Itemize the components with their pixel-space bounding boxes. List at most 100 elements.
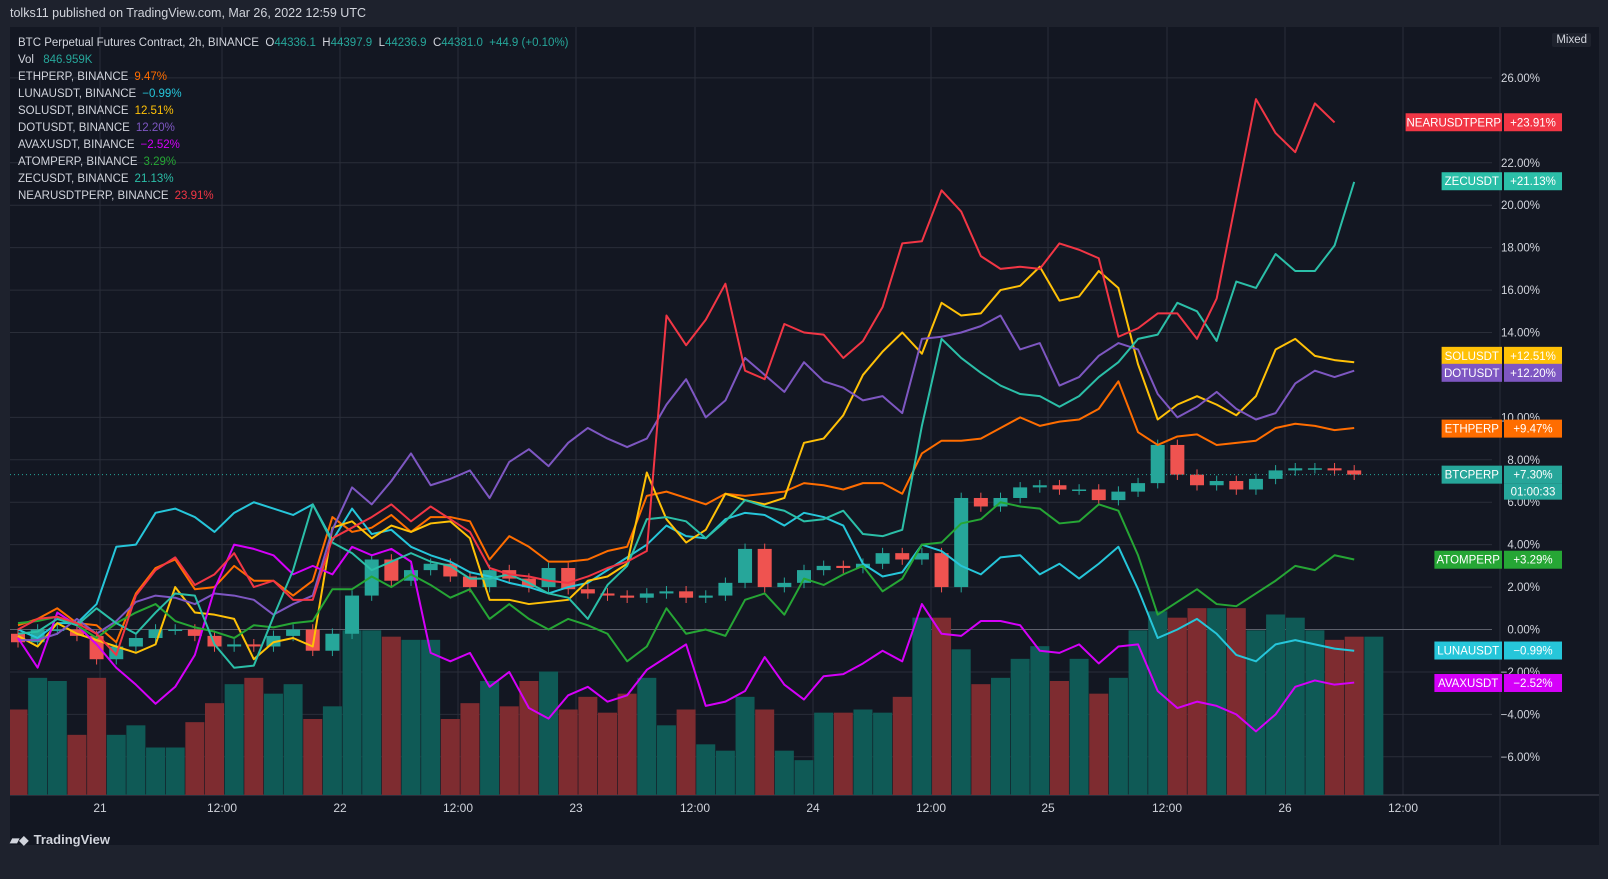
volume-bar bbox=[146, 747, 166, 795]
x-tick-label: 12:00 bbox=[443, 801, 473, 815]
volume-bar bbox=[1364, 636, 1384, 795]
volume-bar bbox=[912, 617, 932, 795]
price-tag-name: SOLUSDT bbox=[1445, 351, 1499, 363]
candle-body bbox=[600, 593, 615, 596]
volume-bar bbox=[814, 712, 834, 795]
legend-value: 21.13% bbox=[134, 173, 174, 185]
candle-body bbox=[954, 497, 969, 588]
price-tag-name-bg bbox=[1434, 673, 1502, 692]
price-tag-value-bg bbox=[1504, 363, 1562, 382]
volume-bar bbox=[519, 681, 539, 795]
volume-bar bbox=[1108, 677, 1128, 795]
candle-body bbox=[620, 595, 635, 598]
volume-row[interactable]: Vol 846.959K bbox=[18, 52, 569, 69]
candle-body bbox=[679, 591, 694, 598]
close-value: 44381.0 bbox=[441, 37, 483, 49]
x-tick-label: 25 bbox=[1041, 801, 1055, 815]
candle-body bbox=[1032, 485, 1047, 488]
y-tick-label: 8.00% bbox=[1507, 455, 1540, 467]
candle-body bbox=[1327, 468, 1342, 471]
volume-bar bbox=[696, 744, 716, 795]
volume-bar bbox=[460, 703, 480, 795]
legend-symbol: NEARUSDTPERP bbox=[18, 190, 112, 202]
series-line-atomperp bbox=[17, 501, 1355, 663]
volume-bar bbox=[539, 671, 559, 795]
candle-body bbox=[384, 559, 399, 581]
legend-row-solusdt[interactable]: SOLUSDT, BINANCE 12.51% bbox=[18, 105, 174, 117]
x-tick-label: 26 bbox=[1278, 801, 1292, 815]
legend-row-ethperp[interactable]: ETHPERP, BINANCE 9.47% bbox=[18, 71, 167, 83]
legend-exchange: BINANCE bbox=[77, 71, 129, 83]
tradingview-footer: ▰◆ TradingView bbox=[10, 832, 110, 847]
candle-body bbox=[1190, 474, 1204, 486]
legend-row-atomperp[interactable]: ATOMPERP, BINANCE 3.29% bbox=[18, 156, 177, 168]
low-value: 44236.9 bbox=[384, 37, 427, 49]
volume-bar bbox=[401, 639, 421, 795]
tradingview-logo-icon: ▰◆ bbox=[10, 833, 29, 847]
legend-row-lunausdt[interactable]: LUNAUSDT, BINANCE −0.99% bbox=[18, 88, 182, 100]
legend-exchange: BINANCE bbox=[85, 88, 137, 100]
legend-row-zecusdt[interactable]: ZECUSDT, BINANCE 21.13% bbox=[18, 173, 174, 185]
candle-body bbox=[541, 567, 556, 588]
legend-symbol: ATOMPERP bbox=[18, 156, 80, 168]
price-tag-name-bg bbox=[1434, 641, 1502, 660]
legend-row-nearusdtperp[interactable]: NEARUSDTPERP, BINANCE 23.91% bbox=[18, 190, 214, 202]
volume-bar bbox=[735, 696, 755, 795]
price-tag-name: ZECUSDT bbox=[1445, 176, 1499, 188]
legend-exchange: BINANCE bbox=[117, 190, 169, 202]
candle-body bbox=[1288, 468, 1303, 471]
volume-bar bbox=[558, 709, 578, 795]
price-tag-value-bg bbox=[1504, 673, 1562, 692]
price-tag-name-bg bbox=[1441, 363, 1502, 382]
volume-bar bbox=[1010, 658, 1030, 795]
price-tag-name: LUNAUSDT bbox=[1437, 646, 1499, 658]
candle-body bbox=[1229, 481, 1244, 490]
volume-bar bbox=[715, 750, 735, 795]
y-tick-label: −6.00% bbox=[1501, 752, 1540, 764]
scale-mode-button[interactable]: Mixed bbox=[1552, 33, 1591, 47]
legend-value: −0.99% bbox=[142, 88, 182, 100]
compare-legend: ETHPERP, BINANCE 9.47% LUNAUSDT, BINANCE −0… bbox=[18, 69, 569, 205]
volume-bar bbox=[362, 630, 382, 795]
series-line-ethperp bbox=[17, 380, 1355, 644]
y-tick-label: 14.00% bbox=[1501, 328, 1540, 340]
volume-bar bbox=[1305, 630, 1325, 795]
high-label: H bbox=[322, 37, 331, 49]
volume-bar bbox=[578, 696, 598, 795]
chart-area[interactable]: 21 12:00 22 12:00 23 12:00 24 12:00 25 12:00 26 12:… bbox=[10, 27, 1599, 845]
high-value: 44397.9 bbox=[330, 37, 373, 49]
y-tick-label: −4.00% bbox=[1501, 709, 1540, 721]
chart-svg[interactable]: 21 12:00 22 12:00 23 12:00 24 12:00 25 12:00 26 12:… bbox=[10, 27, 1599, 845]
volume-bar bbox=[676, 709, 696, 795]
open-value: 44336.1 bbox=[274, 37, 316, 49]
main-symbol-row[interactable]: BTC Perpetual Futures Contract, 2h, BINA… bbox=[18, 35, 569, 52]
legend-exchange: BINANCE bbox=[86, 156, 138, 168]
series-line-nearusdtperp bbox=[17, 98, 1336, 656]
candle-body bbox=[777, 582, 792, 588]
candle-body bbox=[423, 563, 438, 571]
open-label: O bbox=[265, 37, 275, 49]
volume-bar bbox=[1030, 646, 1050, 795]
volume-bar bbox=[1325, 639, 1345, 795]
volume-bar bbox=[1207, 608, 1227, 795]
low-label: L bbox=[378, 37, 385, 49]
candle-body bbox=[914, 553, 929, 560]
price-tag-name: NEARUSDTPERP bbox=[1407, 117, 1502, 129]
price-tag-value-bg bbox=[1504, 465, 1562, 484]
legend-value: 12.51% bbox=[134, 105, 174, 117]
candle-body bbox=[246, 644, 261, 647]
legend-row-avaxusdt[interactable]: AVAXUSDT, BINANCE −2.52% bbox=[18, 139, 180, 151]
candle-body bbox=[286, 629, 301, 636]
legend-row-dotusdt[interactable]: DOTUSDT, BINANCE 12.20% bbox=[18, 122, 175, 134]
price-tag-value: +9.47% bbox=[1513, 424, 1552, 436]
price-tag-name-bg bbox=[1441, 465, 1502, 484]
price-tag-value-bg bbox=[1504, 113, 1562, 132]
candle-body bbox=[875, 553, 890, 564]
candle-body bbox=[1052, 485, 1067, 490]
countdown-bg bbox=[1504, 483, 1562, 500]
volume-bar bbox=[381, 636, 401, 795]
x-tick-label: 12:00 bbox=[680, 801, 710, 815]
volume-bar bbox=[1128, 630, 1148, 795]
y-tick-label: 26.00% bbox=[1501, 73, 1540, 85]
footer-brand: TradingView bbox=[33, 832, 110, 847]
